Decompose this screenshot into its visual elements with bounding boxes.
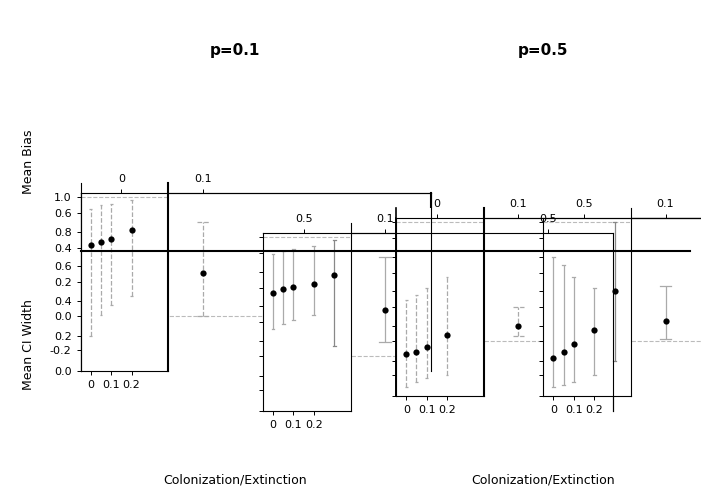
Text: p=0.5: p=0.5 bbox=[518, 43, 569, 58]
Text: p=0.1: p=0.1 bbox=[210, 43, 260, 58]
Text: Mean CI Width: Mean CI Width bbox=[22, 299, 34, 390]
Text: Colonization/Extinction: Colonization/Extinction bbox=[163, 473, 306, 486]
Text: Mean Bias: Mean Bias bbox=[22, 129, 34, 194]
Text: Colonization/Extinction: Colonization/Extinction bbox=[472, 473, 615, 486]
